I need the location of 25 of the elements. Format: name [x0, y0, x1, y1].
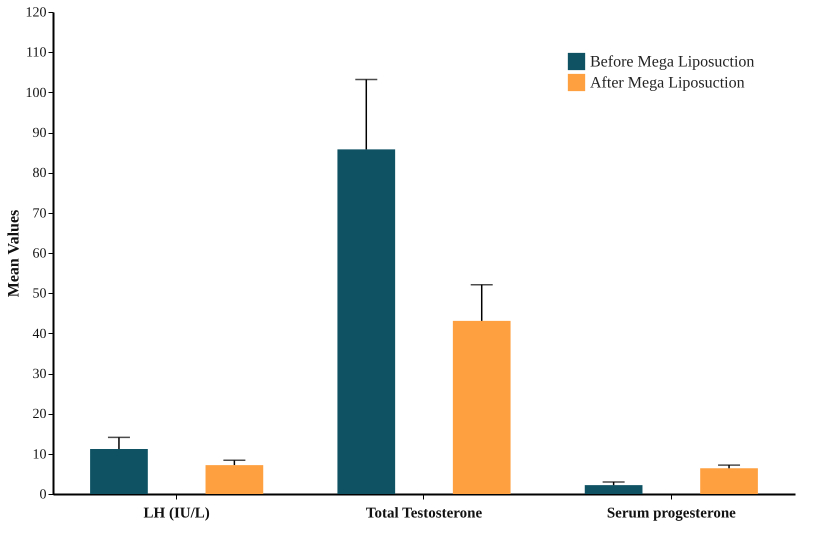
x-tick-label: Total Testosterone	[366, 506, 482, 522]
y-tick-label: 110	[26, 46, 46, 61]
y-tick-label: 80	[32, 166, 46, 182]
y-tick-label: 20	[32, 407, 46, 422]
y-tick-label: 10	[32, 447, 46, 462]
y-tick-label: 40	[32, 326, 46, 342]
bar	[452, 320, 511, 494]
bar	[337, 149, 396, 494]
legend-label: Before Mega Liposuction	[590, 54, 754, 70]
y-tick-label: 100	[26, 86, 46, 101]
x-tick-label: Serum progesterone	[606, 506, 736, 522]
y-tick-label: 70	[32, 206, 46, 222]
y-tick-label: 0	[40, 488, 46, 502]
bar	[90, 449, 148, 494]
y-tick-label: 120	[26, 6, 46, 20]
y-tick-label: 50	[32, 286, 46, 302]
bar	[584, 485, 642, 494]
bar	[700, 468, 758, 494]
legend-label: After Mega Liposuction	[590, 74, 745, 92]
y-axis-title: Mean Values	[6, 210, 22, 298]
y-tick-label: 30	[32, 367, 46, 382]
y-tick-label: 60	[32, 246, 46, 262]
bar	[206, 465, 264, 494]
y-tick-label: 90	[32, 126, 46, 141]
x-tick-label: LH (IU/L)	[144, 506, 210, 522]
